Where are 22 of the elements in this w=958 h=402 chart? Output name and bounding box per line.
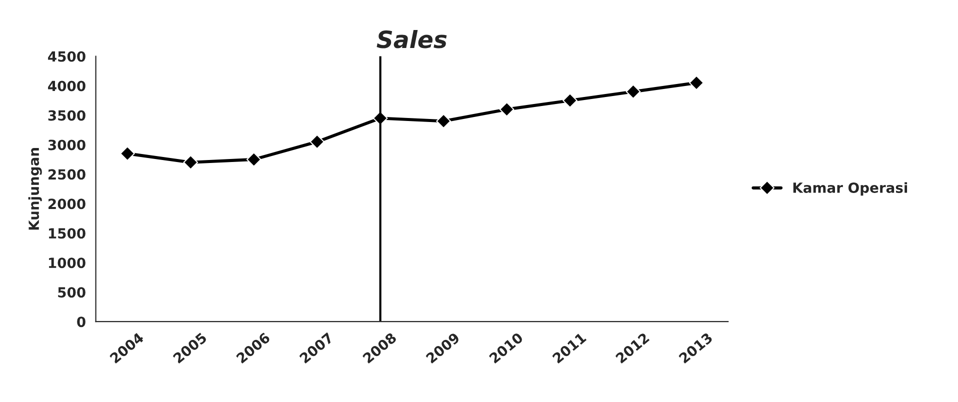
point	[689, 75, 704, 90]
point	[626, 84, 641, 100]
y-tick-label: 2000	[48, 198, 86, 210]
legend-label: Kamar Operasi	[793, 182, 908, 196]
chart-title: Sales	[376, 30, 447, 48]
y-axis-title: Kunjungan	[28, 148, 42, 230]
y-tick-label: 0	[77, 316, 86, 328]
y-tick-label: 3000	[48, 140, 86, 150]
point	[120, 146, 135, 161]
point	[562, 93, 578, 108]
y-tick-label: 4500	[48, 51, 86, 62]
point	[183, 155, 198, 170]
y-tick-label: 2500	[48, 169, 86, 180]
y-tick-label: 500	[58, 287, 86, 298]
point	[436, 114, 451, 129]
point	[310, 134, 324, 150]
y-tick-label: 4000	[48, 80, 86, 92]
y-tick-label: 3500	[48, 110, 86, 121]
point	[246, 152, 262, 167]
y-tick-label: 1000	[48, 258, 86, 268]
point	[499, 102, 514, 117]
y-tick-label: 1500	[48, 228, 86, 239]
